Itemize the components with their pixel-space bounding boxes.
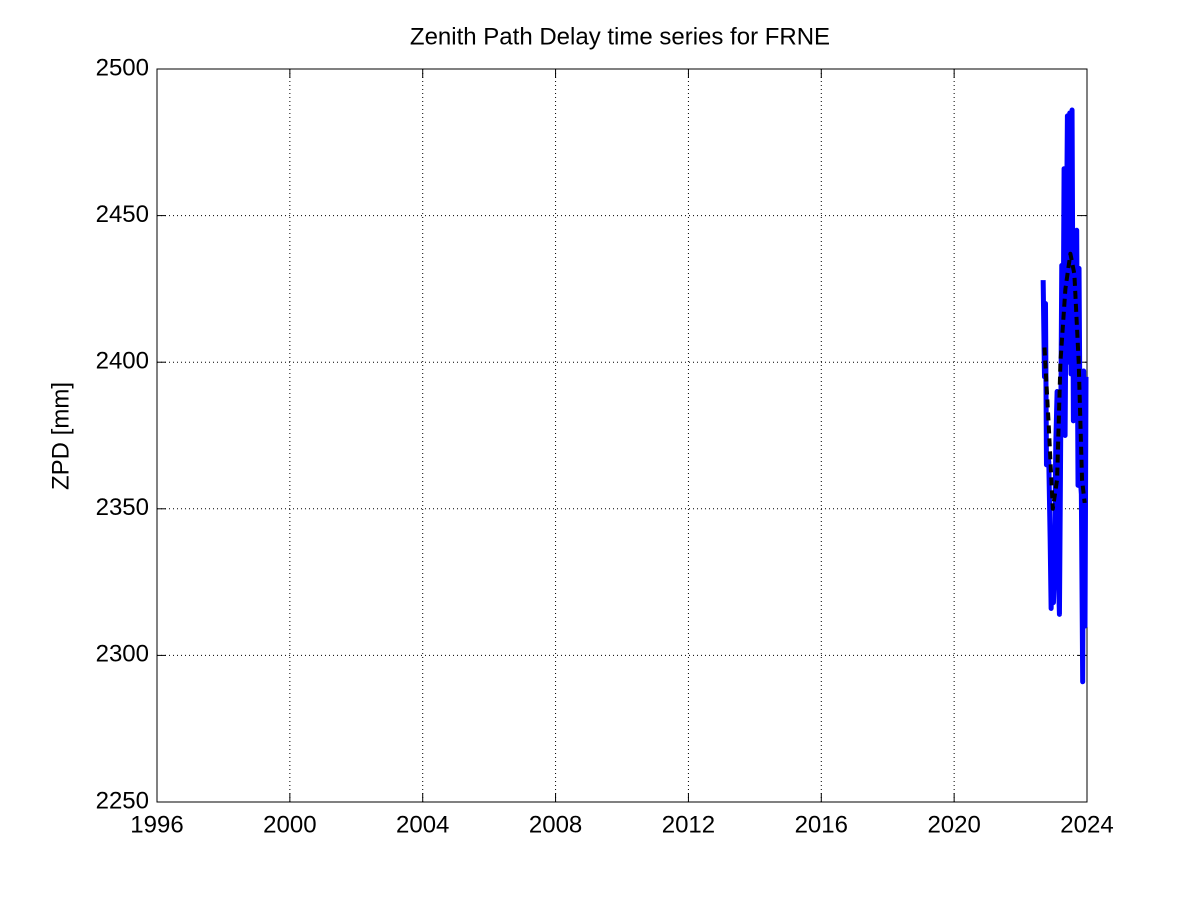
x-tick-label: 2000 — [263, 811, 316, 838]
x-tick-label: 2004 — [396, 811, 449, 838]
y-tick-label: 2450 — [96, 201, 149, 228]
x-tick-label: 1996 — [130, 811, 183, 838]
y-tick-label: 2300 — [96, 641, 149, 668]
chart-title: Zenith Path Delay time series for FRNE — [410, 23, 830, 50]
x-tick-label: 2024 — [1060, 811, 1113, 838]
y-tick-label: 2500 — [96, 54, 149, 81]
smoothed-line — [1042, 251, 1087, 511]
y-tick-label: 2250 — [96, 787, 149, 814]
x-tick-label: 2008 — [529, 811, 582, 838]
x-tick-label: 2012 — [662, 811, 715, 838]
y-axis-label: ZPD [mm] — [47, 382, 74, 490]
y-tick-label: 2400 — [96, 348, 149, 375]
x-tick-label: 2020 — [927, 811, 980, 838]
y-tick-label: 2350 — [96, 494, 149, 521]
x-tick-label: 2016 — [795, 811, 848, 838]
